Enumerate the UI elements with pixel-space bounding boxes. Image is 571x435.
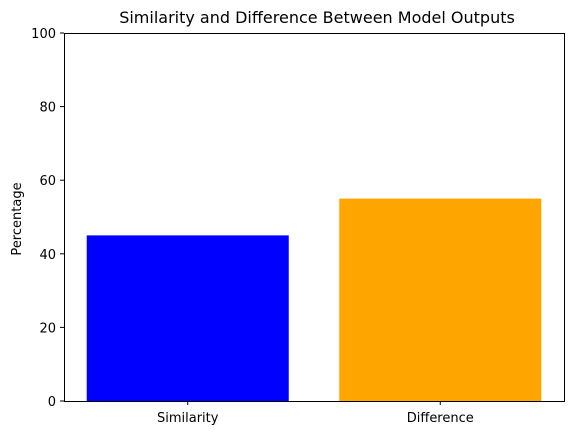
y-axis-label: Percentage [10, 182, 25, 255]
x-tick-label: Similarity [157, 411, 219, 426]
y-tick-label: 0 [48, 395, 56, 410]
x-tick-label: Difference [407, 411, 474, 426]
x-axis-ticks: Similarity Difference [157, 401, 474, 426]
y-tick-label: 80 [39, 101, 56, 116]
bars-group [86, 198, 542, 401]
bar-similarity [86, 235, 289, 401]
bar-difference [339, 198, 542, 401]
y-tick-label: 40 [39, 248, 56, 263]
y-tick-label: 20 [39, 321, 56, 336]
y-tick-label: 100 [31, 27, 56, 42]
y-axis-ticks: 0 20 40 60 80 100 [31, 27, 64, 410]
chart-title: Similarity and Difference Between Model … [119, 8, 515, 27]
y-tick-label: 60 [39, 174, 56, 189]
plot-frame [64, 33, 565, 402]
